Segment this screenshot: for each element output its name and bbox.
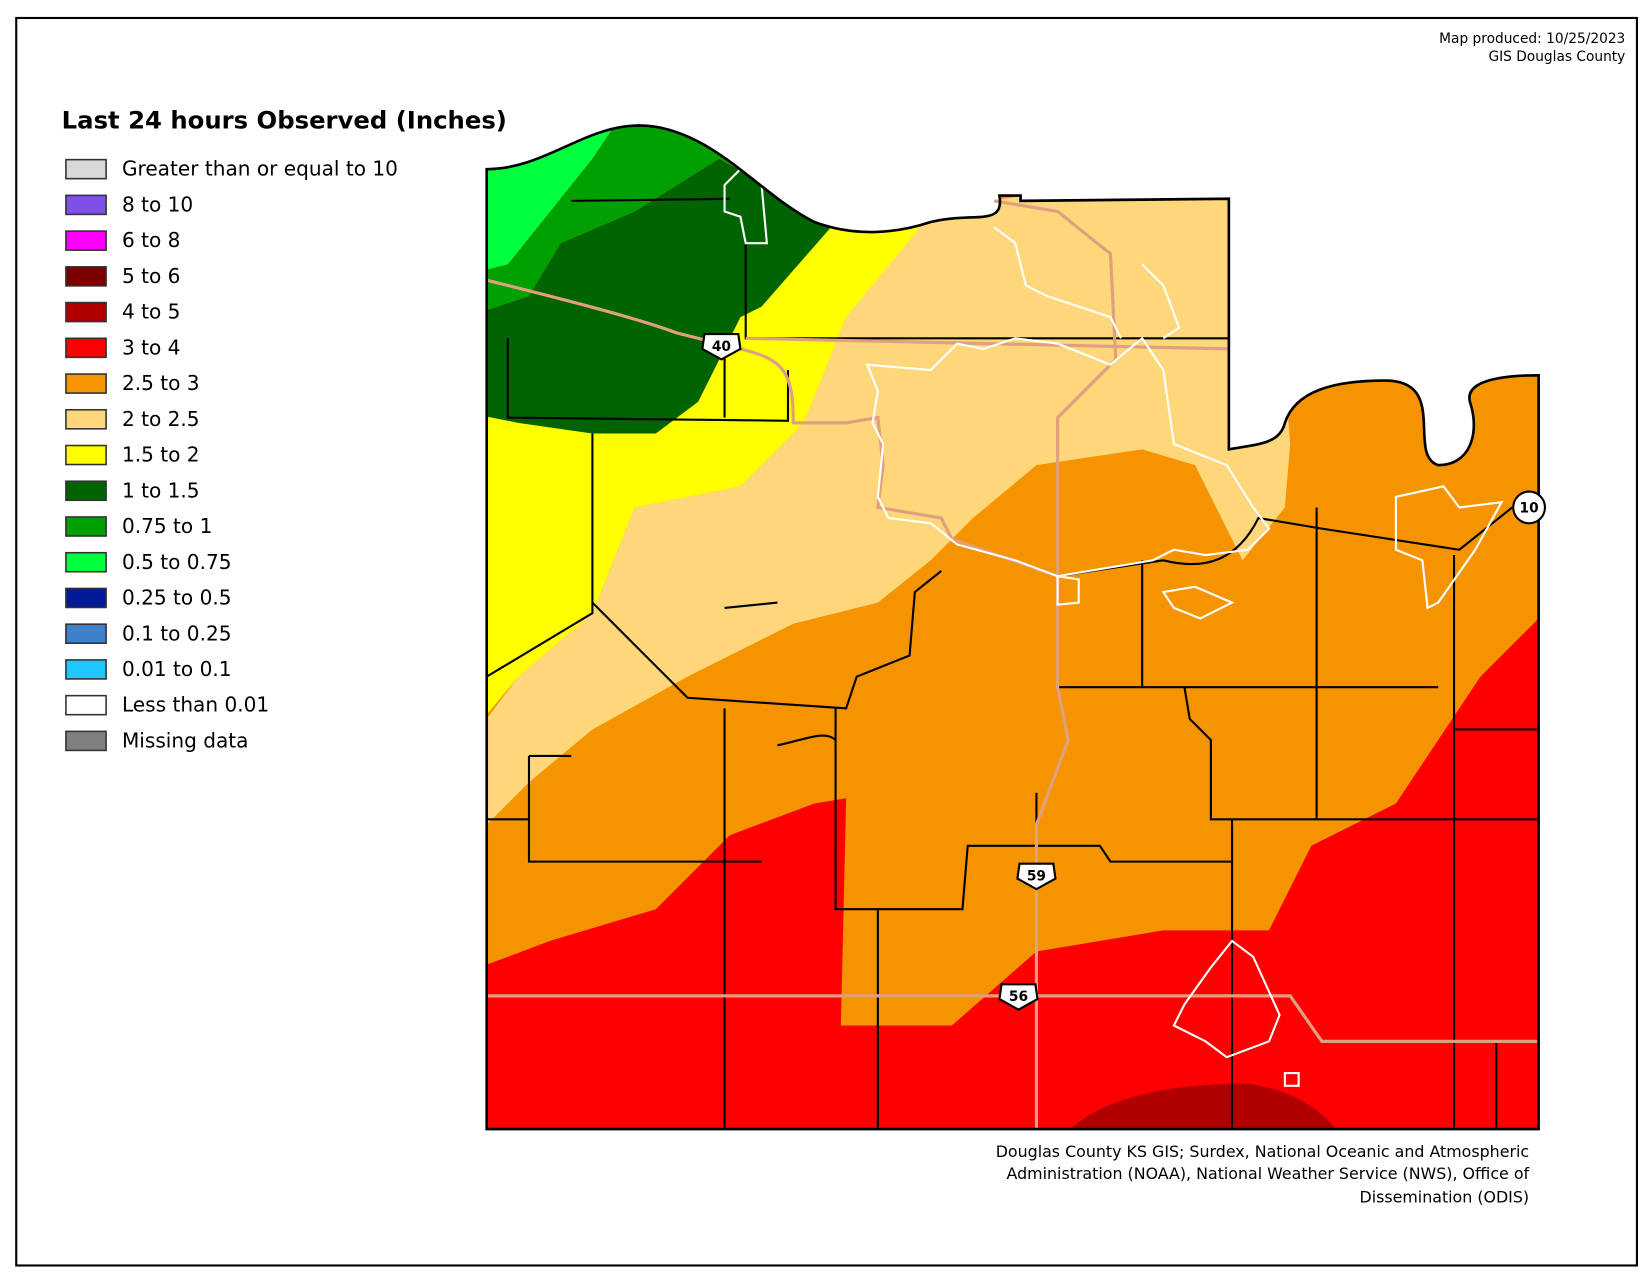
legend-swatch bbox=[65, 337, 107, 359]
legend-swatch bbox=[65, 373, 107, 394]
shield bbox=[1512, 490, 1547, 525]
legend: Greater than or equal to 10 8 to 10 6 to 8… bbox=[65, 157, 398, 752]
legend-label: 0.1 to 0.25 bbox=[122, 621, 232, 645]
route-shields: 40 59 56 10 bbox=[701, 333, 1547, 1011]
legend-swatch bbox=[65, 408, 107, 430]
route-label: 56 bbox=[1009, 989, 1028, 1005]
legend-label: Greater than or equal to 10 bbox=[122, 157, 398, 181]
shield bbox=[998, 983, 1039, 1011]
zone bbox=[1068, 1083, 1338, 1130]
legend-label: 1.5 to 2 bbox=[122, 443, 200, 467]
legend-label: 0.5 to 0.75 bbox=[122, 550, 232, 574]
route-label: 10 bbox=[1520, 501, 1539, 517]
zone bbox=[486, 125, 751, 318]
credit-line: Douglas County KS GIS; Surdex, National … bbox=[996, 1142, 1529, 1161]
frame bbox=[15, 16, 1638, 1267]
agency: GIS Douglas County bbox=[1488, 49, 1625, 65]
route-label: 59 bbox=[1027, 868, 1046, 884]
legend-title: Last 24 hours Observed (Inches) bbox=[62, 106, 507, 135]
shield bbox=[701, 333, 742, 361]
legend-swatch bbox=[65, 623, 107, 645]
legend-label: 5 to 6 bbox=[122, 264, 180, 288]
legend-swatch bbox=[65, 480, 107, 502]
legend-label: 3 to 4 bbox=[122, 335, 180, 359]
legend-swatch bbox=[65, 194, 107, 216]
legend-swatch bbox=[65, 230, 107, 251]
legend-label: Missing data bbox=[122, 728, 248, 752]
legend-swatch bbox=[65, 158, 107, 180]
legend-label: 4 to 5 bbox=[122, 300, 180, 324]
legend-swatch bbox=[65, 266, 107, 287]
legend-swatch bbox=[65, 444, 107, 466]
legend-swatch bbox=[65, 587, 107, 609]
legend-label: 2.5 to 3 bbox=[122, 371, 200, 395]
county-boundary bbox=[485, 124, 1540, 1131]
legend-label: 1 to 1.5 bbox=[122, 478, 200, 502]
legend-label: Less than 0.01 bbox=[122, 693, 269, 717]
legend-label: 8 to 10 bbox=[122, 192, 193, 216]
legend-label: 6 to 8 bbox=[122, 228, 180, 252]
legend-swatch bbox=[65, 551, 107, 573]
zone bbox=[486, 200, 931, 741]
route-label: 40 bbox=[712, 339, 731, 355]
zone bbox=[486, 602, 1539, 1130]
credit-line: Dissemination (ODIS) bbox=[1360, 1187, 1530, 1206]
legend-swatch bbox=[65, 730, 107, 752]
legend-swatch bbox=[65, 516, 107, 537]
produced-date: Map produced: 10/25/2023 bbox=[1439, 31, 1625, 47]
legend-label: 0.25 to 0.5 bbox=[122, 586, 232, 610]
legend-swatch bbox=[65, 659, 107, 680]
legend-swatch bbox=[65, 694, 107, 716]
zone bbox=[486, 158, 1291, 825]
legend-swatch bbox=[65, 301, 107, 323]
precip-zones bbox=[486, 125, 1539, 1130]
legend-label: 2 to 2.5 bbox=[122, 407, 200, 431]
legend-label: 0.01 to 0.1 bbox=[122, 657, 232, 681]
legend-label: 0.75 to 1 bbox=[122, 514, 212, 538]
shield bbox=[1016, 862, 1057, 891]
credit-line: Administration (NOAA), National Weather … bbox=[1007, 1164, 1530, 1183]
